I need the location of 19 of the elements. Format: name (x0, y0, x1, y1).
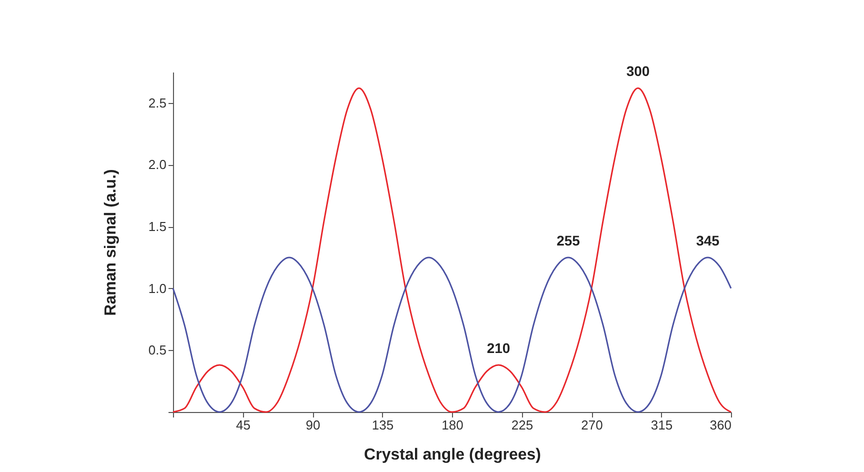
x-tick-label: 180 (442, 418, 464, 432)
y-tick-label: 2.0 (148, 157, 166, 172)
y-axis-title: Raman signal (a.u.) (102, 169, 120, 316)
annotation: 210 (486, 340, 510, 356)
x-tick-label: 225 (511, 418, 534, 432)
x-tick-label: 90 (306, 418, 320, 432)
annotation: 255 (556, 232, 580, 248)
y-tick-label: 1.0 (148, 280, 166, 296)
x-tick-label: 315 (650, 418, 673, 432)
y-tick-label: 0.5 (148, 342, 166, 358)
annotation: 300 (626, 63, 650, 80)
x-tick-label: 360 (710, 418, 732, 432)
x-tick-label: 135 (372, 418, 394, 432)
x-axis-title: Crystal angle (degrees) (364, 446, 541, 464)
annotation: 345 (696, 232, 720, 248)
y-tick-label: 2.5 (148, 95, 166, 110)
x-tick-label: 270 (581, 418, 603, 432)
y-tick-label: 1.5 (148, 219, 166, 234)
x-tick-label: 45 (236, 418, 250, 432)
